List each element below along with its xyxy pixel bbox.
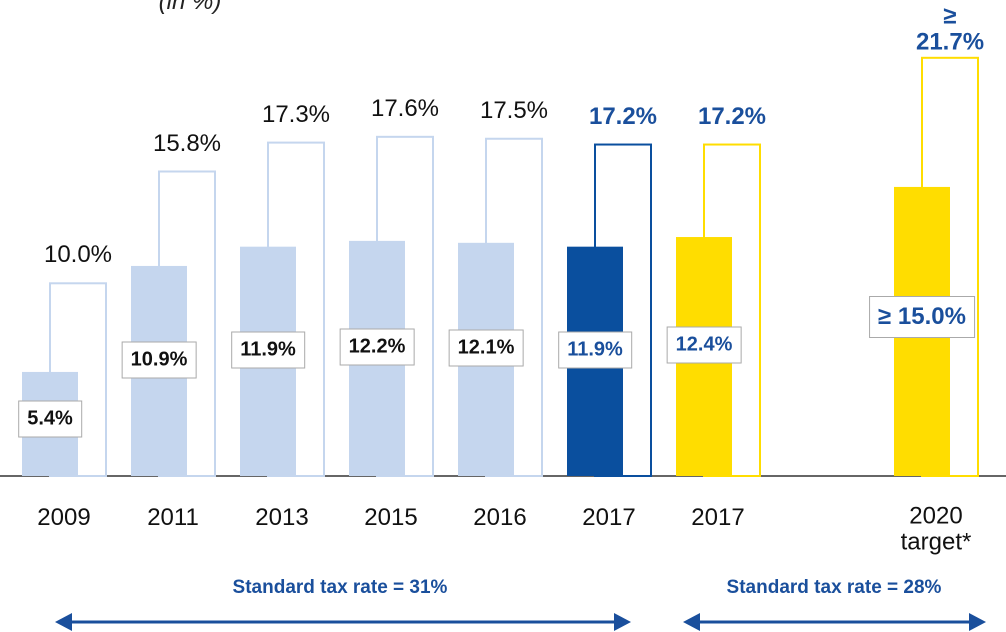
- x-tick-label: 2011: [147, 503, 199, 531]
- value-label: 17.2%: [588, 102, 658, 130]
- value-label: 15.8%: [152, 129, 222, 157]
- subtitle: (in %): [158, 0, 222, 15]
- value-label: ≥ 15.0%: [869, 296, 975, 338]
- arrow: [683, 613, 986, 631]
- annotation: Standard tax rate = 31%: [232, 577, 448, 598]
- value-label: 5.4%: [18, 400, 82, 438]
- x-tick-label: 2013: [255, 503, 309, 531]
- x-tick-label: 2017: [582, 503, 636, 531]
- value-label: 10.0%: [43, 241, 113, 269]
- x-tick-label: 2009: [37, 503, 91, 531]
- annotation: Standard tax rate = 28%: [726, 577, 942, 598]
- value-label: 17.2%: [697, 102, 767, 130]
- value-label: 17.6%: [370, 94, 440, 122]
- value-label: 12.1%: [448, 329, 524, 367]
- x-tick-label: 2016: [473, 503, 527, 531]
- value-label: 12.2%: [339, 328, 415, 366]
- arrow: [55, 613, 631, 631]
- value-label: 11.9%: [558, 331, 632, 369]
- value-label: 11.9%: [231, 331, 305, 369]
- x-tick-label: 2015: [364, 503, 418, 531]
- value-label: 10.9%: [121, 341, 197, 379]
- value-label: 17.3%: [261, 100, 331, 128]
- value-label: ≥ 21.7%: [915, 2, 985, 56]
- value-label: 17.5%: [479, 96, 549, 124]
- value-label: 12.4%: [666, 326, 742, 364]
- x-tick-label: 2020 target*: [900, 502, 972, 556]
- x-tick-label: 2017: [691, 503, 745, 531]
